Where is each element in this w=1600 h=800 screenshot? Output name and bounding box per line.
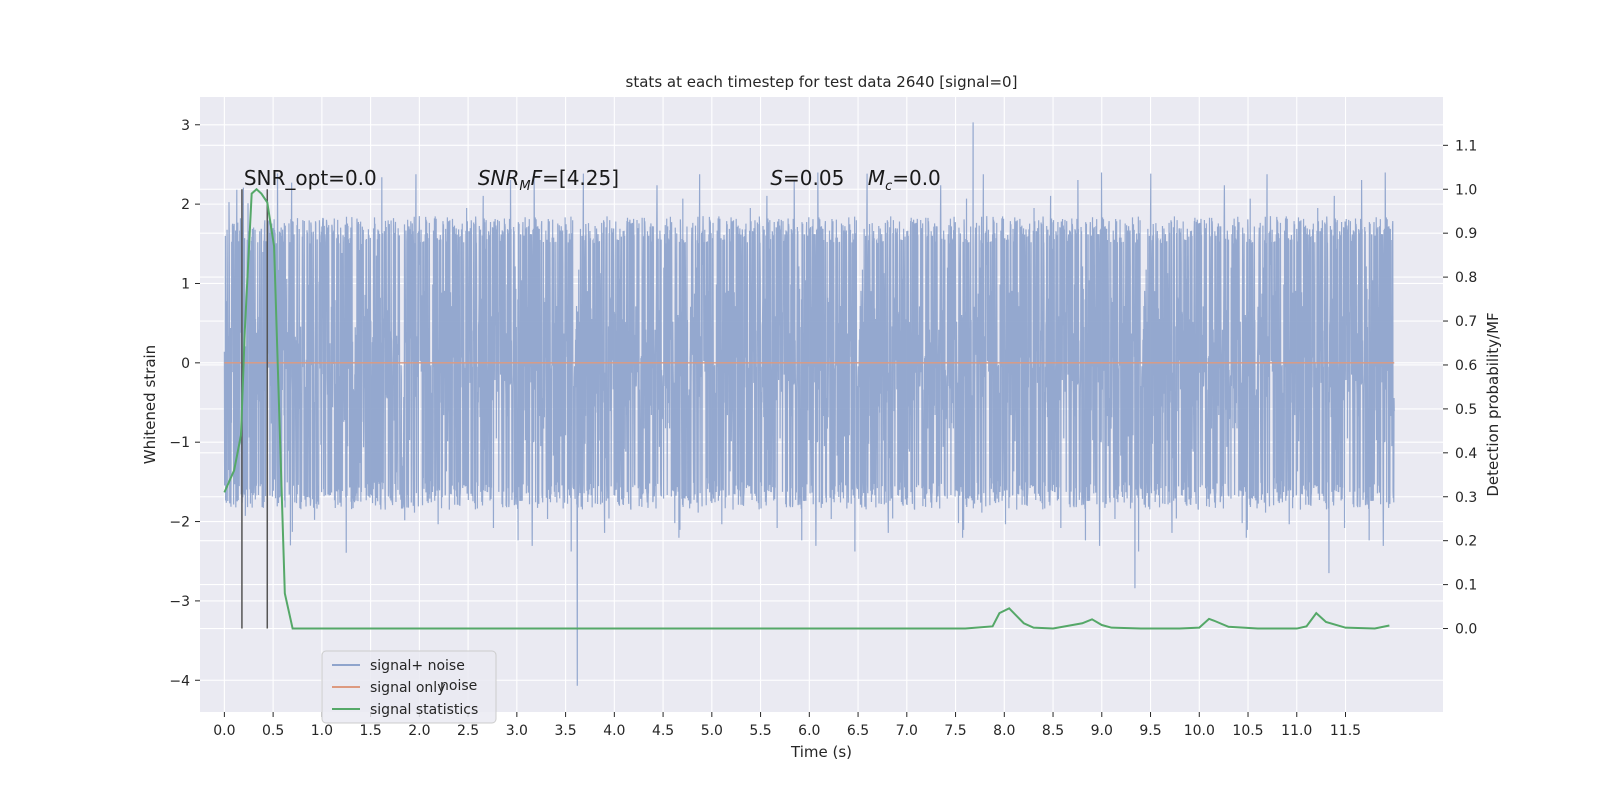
legend: noise signal+ noise signal only signal sta…	[321, 650, 497, 724]
x-tick-label: 0.5	[262, 723, 284, 739]
y-tick-label: 1	[181, 276, 190, 292]
series-signal-noise	[223, 122, 1395, 686]
y-tick-label: 0	[181, 356, 190, 372]
y-tick-label: 2	[181, 197, 190, 213]
legend-box	[321, 650, 497, 724]
legend-entries: signal+ noise signal only signal statistic…	[332, 658, 478, 718]
axis-ticks: 0.0 0.5 1.0 1.5 2.0 2.5 3.0 3.5 4.0 4.5 5.0 5.5 6.0 6…	[169, 118, 1477, 739]
x-tick-label: 2.5	[457, 723, 479, 739]
x-tick-label: 4.5	[652, 723, 674, 739]
signal-statistics-line	[223, 187, 1390, 630]
y2-tick-label: 1.1	[1455, 138, 1477, 154]
y-tick-label: −2	[169, 515, 190, 531]
x-tick-label: 11.0	[1281, 723, 1312, 739]
y2-tick-label: 0.7	[1455, 314, 1477, 330]
legend-label: signal statistics	[370, 702, 478, 718]
annotation-s: S=0.05	[770, 166, 844, 190]
x-tick-label: 9.5	[1139, 723, 1161, 739]
x-tick-label: 3.5	[554, 723, 576, 739]
x-tick-label: 7.5	[944, 723, 966, 739]
x-tick-label: 7.0	[896, 723, 918, 739]
y-tick-label: 3	[181, 118, 190, 134]
y2-tick-label: 0.0	[1455, 622, 1477, 638]
y2-tick-label: 0.5	[1455, 402, 1477, 418]
y2-tick-label: 0.9	[1455, 226, 1477, 242]
x-tick-label: 3.0	[506, 723, 528, 739]
annotation-snr-opt: SNR_opt=0.0	[244, 166, 377, 190]
y2-tick-label: 0.3	[1455, 490, 1477, 506]
y-tick-label: −1	[169, 435, 190, 451]
x-tick-label: 0.0	[213, 723, 235, 739]
x-tick-label: 1.0	[311, 723, 333, 739]
y-axis-label: Whitened strain	[141, 345, 159, 464]
y-tick-label: −4	[169, 673, 190, 689]
series-signal-statistics	[223, 187, 1390, 630]
x-tick-label: 2.0	[408, 723, 430, 739]
x-tick-label: 10.5	[1232, 723, 1263, 739]
annotation-mc: Mc=0.0	[868, 166, 941, 194]
signal-noise-line	[223, 122, 1395, 686]
y2-tick-label: 0.1	[1455, 578, 1477, 594]
x-tick-label: 11.5	[1330, 723, 1361, 739]
legend-hidden-text: noise	[440, 678, 477, 694]
x-tick-label: 9.0	[1091, 723, 1113, 739]
x-tick-label: 6.5	[847, 723, 869, 739]
y2-tick-label: 0.8	[1455, 270, 1477, 286]
x-tick-label: 8.0	[993, 723, 1015, 739]
y2-tick-label: 0.6	[1455, 358, 1477, 374]
y2-tick-label: 0.2	[1455, 534, 1477, 550]
y2-tick-label: 1.0	[1455, 182, 1477, 198]
legend-label: signal+ noise	[370, 658, 465, 674]
x-tick-label: 8.5	[1042, 723, 1064, 739]
y2-axis-label: Detection probability/MF	[1484, 312, 1502, 496]
x-tick-label: 10.0	[1184, 723, 1215, 739]
x-tick-label: 1.5	[359, 723, 381, 739]
legend-label: signal only	[370, 680, 445, 696]
y-tick-label: −3	[169, 594, 190, 610]
x-tick-label: 5.5	[749, 723, 771, 739]
x-tick-label: 4.0	[603, 723, 625, 739]
annotation-snr-mf: SNRMF=[4.25]	[478, 166, 619, 194]
x-axis-label: Time (s)	[790, 743, 852, 761]
y2-tick-label: 0.4	[1455, 446, 1477, 462]
x-tick-label: 5.0	[701, 723, 723, 739]
x-tick-label: 6.0	[798, 723, 820, 739]
chart-title: stats at each timestep for test data 264…	[626, 73, 1018, 91]
annotations: SNR_opt=0.0 SNRMF=[4.25] S=0.05 Mc=0.0	[244, 166, 941, 194]
